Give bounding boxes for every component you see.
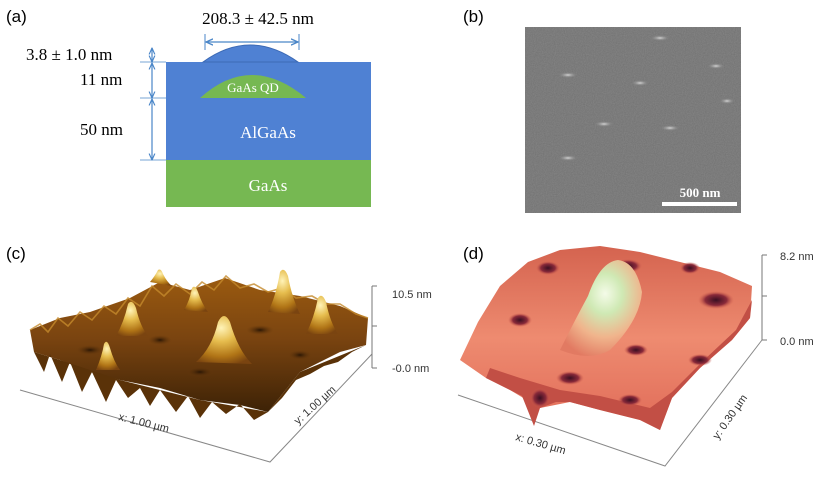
d-zmin-label: 0.0 nm [780,336,814,348]
d-pits [508,259,734,408]
d-pit [508,313,532,327]
c-peak [268,269,300,314]
sem-dot [650,35,670,41]
c-pit [76,345,104,355]
panel-a: (a) GaAs QD AlGaAs GaAs 208.3 ± 42.5 nm … [6,7,371,207]
c-pit [288,350,312,360]
c-pit [186,367,214,377]
qd-label: GaAs QD [227,80,279,95]
sem-dot [558,72,578,78]
c-pit [246,325,274,335]
c-ridge-line [29,274,369,334]
sem-scale-text: 500 nm [680,185,721,200]
panel-c: (c) [6,244,432,463]
algaas-barrier-layer [166,62,371,160]
sem-dot [558,155,578,161]
sem-dot [707,63,725,69]
sem-dots [558,35,735,161]
gaas-qd-shape [200,75,306,98]
c-peaks [96,269,338,370]
c-peak [116,301,148,336]
d-floor-frame [457,339,763,467]
c-pit [148,335,172,345]
sem-noise [525,27,741,213]
cap-thickness-label: 3.8 ± 1.0 nm [26,45,112,64]
panel-c-label: (c) [6,244,26,263]
d-pit [530,388,550,408]
d-zmax-label: 8.2 nm [780,251,814,263]
sem-dot [660,125,680,131]
d-pit [680,262,700,274]
substrate-label: GaAs [249,176,288,195]
sem-dot [631,80,649,86]
panel-b-label: (b) [463,7,484,26]
d-pit [536,261,560,275]
d-y-axis-label: y: 0.30 µm [711,393,750,442]
c-zmin-label: -0.0 nm [392,363,429,375]
width-annotation: 208.3 ± 42.5 nm [202,9,314,28]
d-pit [624,344,648,356]
barrier-label: AlGaAs [240,123,296,142]
d-x-axis-label: x: 0.30 µm [514,431,567,457]
c-peak [96,341,120,370]
c-pits [76,325,312,377]
panel-b: (b) 500 nm [463,7,741,213]
cap-dome [201,44,300,63]
d-peak [560,260,642,356]
sem-scale-bar [662,202,737,206]
c-zmax-label: 10.5 nm [392,289,432,301]
c-peak [306,295,338,334]
panel-d: (d) 8.2 nm 0.0 nm x: 0.30 µm y: 0.30 [457,244,814,467]
barrier-layer-label: 50 nm [80,120,123,139]
panel-d-label: (d) [463,244,484,263]
gaas-substrate-layer [166,160,371,207]
c-peak [150,269,172,286]
c-peak [184,286,208,312]
d-pit [556,371,584,385]
d-lower-edge [486,300,752,430]
c-peak [196,316,252,364]
c-floor-frame [19,353,373,463]
d-pit [618,394,642,406]
cap-layer-label: 11 nm [80,70,122,89]
d-pit [698,291,734,309]
panel-a-label: (a) [6,7,27,26]
c-x-axis-label: x: 1.00 µm [117,411,170,435]
sem-dot [719,98,735,104]
c-y-axis-label: y: 1.00 µm [292,384,338,427]
c-lower-edge [34,345,366,420]
sem-dot [594,121,614,127]
d-pit [688,354,712,366]
